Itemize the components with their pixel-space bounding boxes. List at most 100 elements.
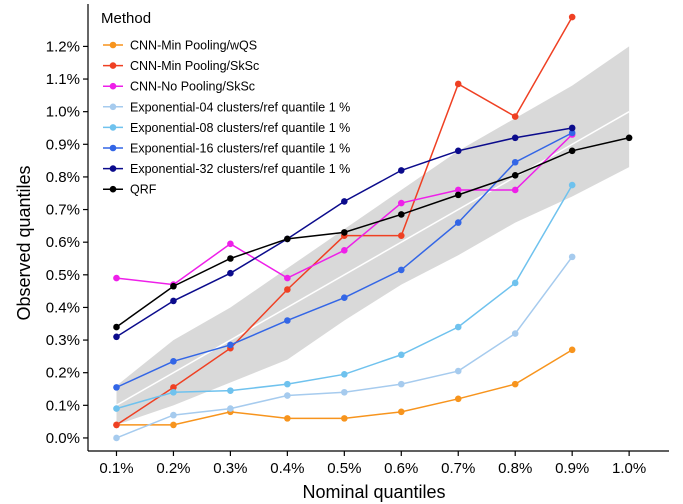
series-point	[113, 434, 120, 442]
series-point	[568, 346, 576, 354]
x-tick-label: 0.6%	[384, 460, 418, 477]
y-tick-label: 0.5%	[46, 267, 80, 284]
series-point	[454, 147, 462, 155]
y-axis-title: Observed quantiles	[14, 165, 34, 320]
x-tick-label: 0.4%	[270, 460, 304, 477]
series-point	[284, 235, 291, 243]
series-point	[113, 274, 120, 282]
series-point	[511, 158, 519, 166]
series-point	[511, 134, 519, 142]
x-tick-label: 0.5%	[327, 460, 361, 477]
legend-key-marker	[109, 144, 117, 152]
series-point	[284, 286, 291, 293]
series-line	[116, 137, 630, 328]
series-point	[454, 186, 462, 194]
series-point	[170, 421, 177, 429]
legend-label: Exponential-04 clusters/ref quantile 1 %	[130, 100, 350, 114]
series-point	[454, 219, 462, 226]
series-point	[568, 124, 576, 132]
series-point	[511, 171, 519, 179]
series-point	[341, 198, 348, 205]
series-point	[568, 181, 576, 189]
series-point	[227, 255, 234, 262]
series-point	[113, 333, 120, 341]
legend-key-marker	[109, 41, 117, 49]
series-point	[284, 317, 291, 324]
series-point	[227, 405, 234, 412]
y-tick-label: 0.7%	[46, 202, 80, 219]
x-tick-label: 0.2%	[156, 460, 190, 477]
series-point	[284, 392, 291, 399]
series-point	[113, 384, 120, 391]
series-point	[454, 323, 462, 331]
series-point	[397, 232, 405, 239]
series-point	[511, 186, 519, 194]
legend-key-marker	[109, 165, 117, 172]
series-point	[511, 330, 519, 337]
series-point	[227, 387, 234, 394]
series-point	[227, 269, 234, 277]
series-3	[113, 253, 576, 442]
legend-label: Exponential-32 clusters/ref quantile 1 %	[130, 162, 350, 176]
series-point	[170, 282, 177, 290]
series-point	[397, 408, 405, 416]
series-point	[341, 229, 348, 236]
x-axis: 0.1% 0.2% 0.3% 0.4% 0.5% 0.6% 0.7% 0.8% 0.9% 1.0%	[88, 450, 669, 477]
legend-label: QRF	[130, 183, 157, 197]
series-point	[284, 274, 291, 282]
y-tick-label: 0.2%	[46, 365, 80, 382]
legend-label: Exponential-08 clusters/ref quantile 1 %	[130, 121, 350, 135]
series-point	[568, 129, 576, 137]
series-point	[170, 388, 177, 396]
x-tick-label: 0.9%	[555, 460, 589, 477]
x-tick-label: 0.8%	[498, 460, 532, 477]
y-tick-label: 1.2%	[46, 38, 80, 55]
y-tick-label: 0.9%	[46, 136, 80, 153]
x-tick-label: 0.7%	[441, 460, 475, 477]
series-point	[284, 380, 291, 388]
y-tick-label: 0.1%	[46, 397, 80, 414]
series-point	[397, 351, 405, 359]
identity-line	[116, 111, 630, 406]
series-point	[397, 380, 405, 388]
series-7	[113, 134, 633, 331]
legend-key-marker	[109, 103, 117, 111]
y-axis: 0.0% 0.1% 0.2% 0.3% 0.4% 0.5% 0.6% 0.7% 0.8% 0.9%…	[46, 4, 89, 451]
legend: Method CNN-Min Pooling/wQS CNN-Min Pooling…	[101, 10, 350, 197]
x-tick-label: 1.0%	[612, 460, 646, 477]
series-point	[170, 357, 177, 365]
series-point	[511, 113, 519, 120]
series-point	[170, 411, 177, 419]
y-tick-label: 0.4%	[46, 299, 80, 316]
series-point	[397, 211, 405, 218]
x-tick-label: 0.3%	[213, 460, 247, 477]
legend-key-marker	[109, 124, 117, 131]
x-tick-label: 0.1%	[99, 460, 133, 477]
series-point	[397, 266, 405, 274]
series-point	[341, 371, 348, 378]
legend-key-marker	[109, 82, 117, 90]
series-point	[113, 323, 120, 331]
y-tick-label: 0.3%	[46, 332, 80, 349]
series-point	[113, 405, 120, 412]
legend-label: CNN-Min Pooling/SkSc	[130, 59, 259, 73]
y-tick-label: 0.0%	[46, 430, 80, 447]
legend-label: CNN-No Pooling/SkSc	[130, 80, 255, 94]
series-point	[170, 297, 177, 305]
y-tick-label: 0.8%	[46, 169, 80, 186]
y-tick-label: 1.1%	[46, 71, 80, 88]
series-point	[454, 367, 462, 375]
series-4	[113, 181, 576, 412]
y-tick-label: 0.6%	[46, 234, 80, 251]
series-point	[341, 294, 348, 301]
series-point	[397, 167, 405, 174]
series-point	[511, 279, 519, 287]
series-point	[341, 247, 348, 254]
series-point	[227, 240, 234, 248]
series-point	[284, 415, 291, 422]
series-point	[454, 395, 462, 403]
series-layer	[113, 13, 633, 442]
series-point	[454, 191, 462, 199]
series-point	[113, 421, 120, 429]
